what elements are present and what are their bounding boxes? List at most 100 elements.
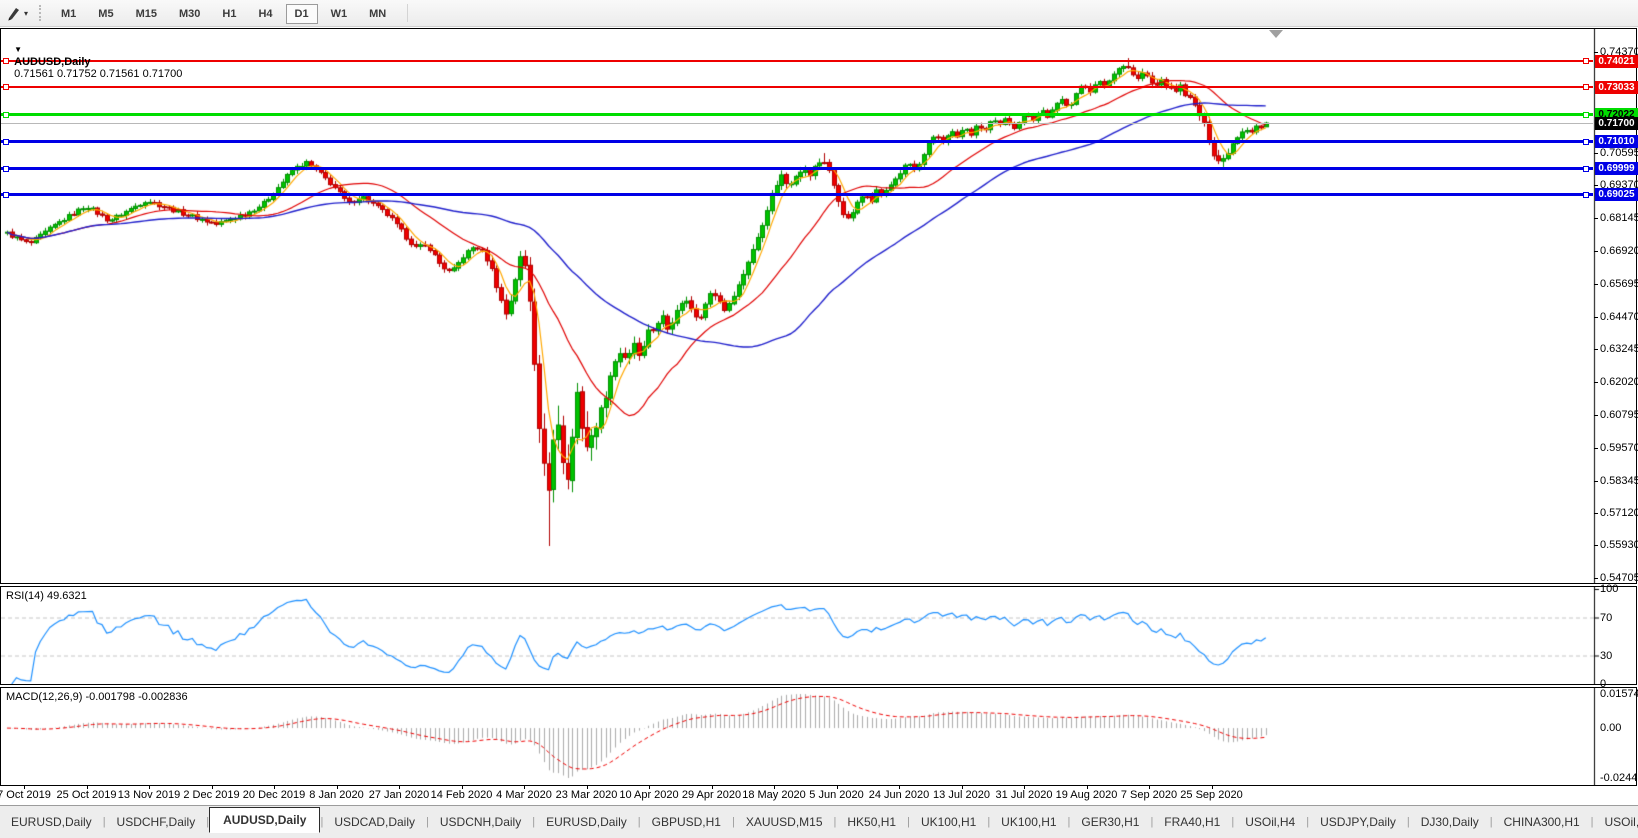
rsi-canvas[interactable] — [1, 587, 1636, 684]
macd-zero-label: 0.00 — [1600, 722, 1622, 735]
line-handle[interactable] — [3, 191, 9, 198]
horizontal-level-line[interactable] — [1, 86, 1593, 89]
chart-tab-eurusd-daily[interactable]: EURUSD,Daily — [546, 815, 627, 829]
chart-tab-dj30-daily[interactable]: DJ30,Daily — [1420, 815, 1479, 829]
tab-divider: | — [637, 816, 641, 828]
tab-divider: | — [731, 816, 735, 828]
line-handle[interactable] — [1583, 111, 1589, 118]
chart-tab-uk100-h1[interactable]: UK100,H1 — [1001, 815, 1057, 829]
chart-tab-gbpusd-h1[interactable]: GBPUSD,H1 — [651, 815, 721, 829]
chart-tab-hk50-h1[interactable]: HK50,H1 — [847, 815, 897, 829]
price-chart-panel[interactable] — [0, 28, 1637, 584]
price-tick-label: 0.55930 — [1600, 539, 1638, 552]
chart-tab-ger30-h1[interactable]: GER30,H1 — [1081, 815, 1140, 829]
timeframe-button-m30[interactable]: M30 — [178, 8, 201, 20]
chart-shift-marker-icon[interactable] — [1269, 30, 1283, 38]
date-axis-label: 23 Mar 2020 — [555, 789, 618, 801]
tab-divider: | — [1150, 816, 1154, 828]
price-tick-mark — [1594, 349, 1598, 351]
draw-tool-button[interactable]: ▾ — [0, 5, 32, 21]
rsi-level-label: 30 — [1600, 649, 1613, 662]
chart-tabbar: EURUSD,Daily | USDCHF,Daily | AUDUSD,Daily | U… — [0, 805, 1638, 838]
date-tick-mark — [649, 786, 650, 789]
horizontal-level-line[interactable] — [1, 113, 1593, 116]
line-handle[interactable] — [3, 111, 9, 118]
rsi-panel[interactable] — [0, 586, 1637, 685]
line-handle[interactable] — [3, 138, 9, 145]
price-tick-mark — [1594, 283, 1598, 285]
chart-tab-xauusd-m15[interactable]: XAUUSD,M15 — [745, 815, 823, 829]
timeframe-button-m5[interactable]: M5 — [98, 8, 114, 20]
chart-tab-usoil-h[interactable]: USOil,H — [1604, 815, 1638, 829]
date-tick-mark — [1086, 786, 1088, 789]
date-tick-mark — [1149, 786, 1150, 789]
horizontal-level-line[interactable] — [1, 60, 1593, 62]
line-handle[interactable] — [1583, 84, 1589, 91]
level-price-label: 0.69025 — [1595, 188, 1638, 202]
chart-ohlc-label: 0.71561 0.71752 0.71561 0.71700 — [14, 68, 183, 80]
current-price-label: 0.71700 — [1595, 116, 1638, 130]
date-axis-label: 7 Sep 2020 — [1120, 789, 1178, 801]
price-tick-label: 0.54705 — [1600, 571, 1638, 584]
chart-tab-usoil-h4[interactable]: USOil,H4 — [1245, 815, 1296, 829]
price-tick-label: 0.62020 — [1600, 376, 1638, 389]
line-handle[interactable] — [1583, 165, 1589, 172]
date-tick-mark — [399, 786, 400, 789]
tab-divider: | — [1489, 816, 1493, 828]
line-handle[interactable] — [3, 84, 9, 91]
chart-tab-usdcad-daily[interactable]: USDCAD,Daily — [334, 815, 415, 829]
price-tick-mark — [1594, 152, 1598, 154]
chart-tab-usdcnh-daily[interactable]: USDCNH,Daily — [439, 815, 522, 829]
tab-divider: | — [206, 816, 210, 828]
collapse-arrow-icon[interactable]: ▼ — [14, 45, 23, 54]
chart-tab-uk100-h1[interactable]: UK100,H1 — [920, 815, 977, 829]
date-tick-mark — [1024, 786, 1025, 789]
line-handle[interactable] — [1583, 138, 1589, 145]
price-tick-mark — [1594, 185, 1598, 187]
line-handle[interactable] — [1583, 58, 1589, 64]
line-handle[interactable] — [1583, 191, 1589, 198]
horizontal-level-line[interactable] — [1, 193, 1593, 197]
tab-divider: | — [1406, 816, 1410, 828]
level-price-label: 0.74021 — [1595, 54, 1638, 68]
timeframe-button-mn[interactable]: MN — [369, 8, 387, 20]
chart-tab-fra40-h1[interactable]: FRA40,H1 — [1164, 815, 1221, 829]
level-price-label: 0.73033 — [1595, 80, 1638, 94]
date-axis-label: 29 Apr 2020 — [681, 789, 742, 801]
timeframe-button-w1[interactable]: W1 — [330, 8, 348, 20]
date-tick-mark — [711, 786, 713, 789]
macd-canvas[interactable] — [1, 688, 1636, 785]
line-handle[interactable] — [3, 58, 9, 64]
macd-panel[interactable] — [0, 687, 1637, 786]
date-axis-label: 24 Jun 2020 — [868, 789, 930, 801]
line-handle[interactable] — [3, 165, 9, 172]
horizontal-level-line[interactable] — [1, 140, 1593, 144]
chart-title: ▼ AUDUSD,Daily 0.71561 0.71752 0.71561 0… — [8, 32, 182, 80]
timeframe-button-m1[interactable]: M1 — [61, 8, 77, 20]
date-tick-mark — [211, 786, 213, 789]
horizontal-level-line[interactable] — [1, 167, 1593, 171]
dropdown-caret-icon[interactable]: ▾ — [24, 8, 29, 18]
timeframe-button-m15[interactable]: M15 — [135, 8, 157, 20]
timeframe-button-h4[interactable]: H4 — [258, 8, 273, 20]
chart-tab-eurusd-daily[interactable]: EURUSD,Daily — [11, 815, 92, 829]
candlestick-canvas[interactable] — [1, 29, 1636, 583]
chart-tab-usdjpy-daily[interactable]: USDJPY,Daily — [1320, 815, 1396, 829]
level-price-label: 0.69999 — [1595, 162, 1638, 176]
macd-min-label: -0.024412 — [1600, 772, 1638, 784]
timeframe-button-d1[interactable]: D1 — [285, 4, 318, 24]
price-tick-label: 0.66920 — [1600, 245, 1638, 258]
chart-tab-usdchf-daily[interactable]: USDCHF,Daily — [116, 815, 196, 829]
date-axis-label: 4 Mar 2020 — [496, 789, 552, 801]
chart-tab-audusd-daily[interactable]: AUDUSD,Daily — [209, 807, 321, 833]
timeframe-button-h1[interactable]: H1 — [222, 8, 237, 20]
tab-divider: | — [907, 816, 910, 828]
price-tick-label: 0.57120 — [1600, 507, 1638, 520]
rsi-level-label: 70 — [1600, 611, 1613, 624]
current-price-line — [1, 123, 1593, 125]
toolbar-grip[interactable] — [39, 5, 42, 21]
date-axis-label: 13 Jul 2020 — [933, 789, 990, 801]
date-axis-label: 7 Oct 2019 — [0, 789, 51, 801]
price-tick-mark — [1594, 51, 1598, 53]
chart-tab-china300-h1[interactable]: CHINA300,H1 — [1503, 815, 1580, 829]
